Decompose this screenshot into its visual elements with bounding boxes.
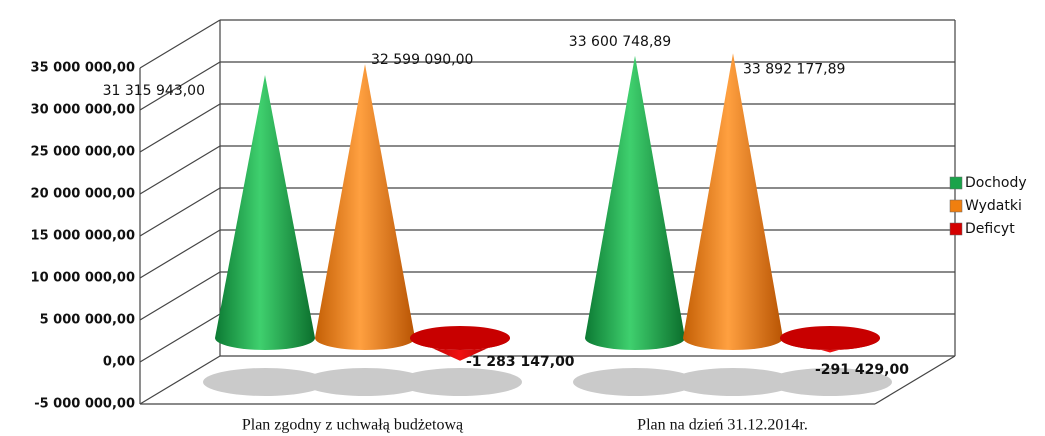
- legend-label: Deficyt: [965, 221, 1015, 237]
- grid-line: [139, 229, 221, 279]
- x-tick-label: Plan na dzień 31.12.2014r.: [637, 417, 808, 434]
- cone: [410, 326, 510, 361]
- grid-line: [139, 355, 221, 405]
- grid-line: [139, 271, 221, 321]
- shadow: [573, 368, 697, 396]
- cone-body: [683, 53, 783, 351]
- floor-shadows: [203, 368, 892, 396]
- data-label: -1 283 147,00: [466, 354, 575, 370]
- data-label: -291 429,00: [815, 362, 909, 378]
- y-tick-label: 25 000 000,00: [31, 145, 135, 160]
- cone: [683, 53, 783, 351]
- y-tick-label: 0,00: [103, 355, 135, 370]
- grid-line: [139, 145, 221, 195]
- grid-line: [139, 61, 221, 111]
- grid-line: [139, 187, 221, 237]
- y-tick-label: 15 000 000,00: [31, 229, 135, 244]
- shadow: [768, 368, 892, 396]
- y-tick-label: 10 000 000,00: [31, 271, 135, 286]
- cone: [215, 74, 315, 350]
- grid-line: [139, 313, 221, 363]
- y-tick-label: 35 000 000,00: [31, 61, 135, 76]
- cone-base: [410, 326, 510, 350]
- cone: [780, 326, 880, 353]
- data-label: 33 600 748,89: [569, 34, 671, 50]
- cone-body: [585, 55, 685, 350]
- y-tick-label: 5 000 000,00: [40, 313, 135, 328]
- grid-line: [139, 103, 221, 153]
- cone-base: [780, 326, 880, 350]
- data-label: 33 892 177,89: [743, 61, 845, 77]
- legend-swatch: [949, 199, 963, 213]
- shadow: [303, 368, 427, 396]
- legend-label: Dochody: [965, 175, 1027, 191]
- cone: [585, 55, 685, 350]
- cone-body: [410, 338, 510, 361]
- cone: [315, 64, 415, 351]
- legend-swatch: [949, 222, 963, 236]
- legend-label: Wydatki: [965, 198, 1022, 214]
- y-tick-label: -5 000 000,00: [34, 397, 135, 412]
- floor-edge: [874, 355, 956, 405]
- data-label: 31 315 943,00: [103, 83, 205, 99]
- cone-body: [315, 64, 415, 351]
- legend-swatch: [949, 176, 963, 190]
- y-tick-label: 30 000 000,00: [31, 103, 135, 118]
- cone-body: [215, 74, 315, 350]
- shadow: [398, 368, 522, 396]
- shadow: [671, 368, 795, 396]
- data-label: 32 599 090,00: [371, 52, 473, 68]
- shadow: [203, 368, 327, 396]
- x-tick-label: Plan zgodny z uchwałą budżetową: [242, 417, 464, 434]
- grid-line: [139, 19, 221, 69]
- y-tick-label: 20 000 000,00: [31, 187, 135, 202]
